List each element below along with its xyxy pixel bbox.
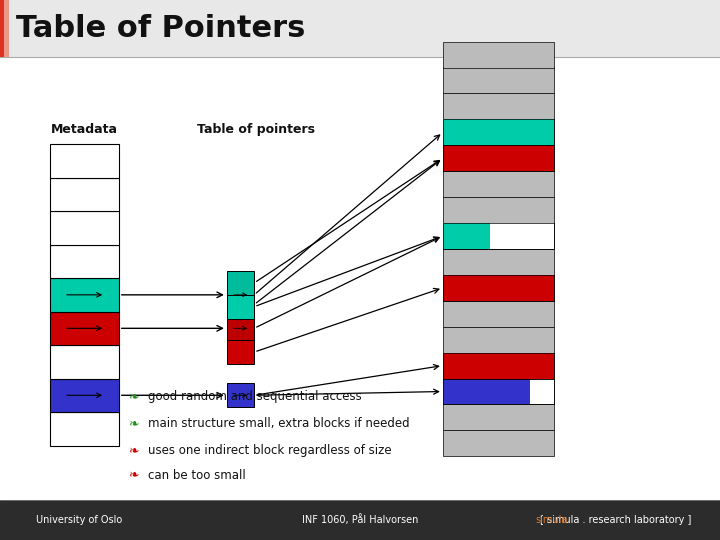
Bar xyxy=(227,316,254,340)
Bar xyxy=(443,42,554,68)
Bar xyxy=(443,430,554,456)
Text: good random and sequential access: good random and sequential access xyxy=(148,390,361,403)
Bar xyxy=(443,275,554,301)
Text: main structure small, extra blocks if needed: main structure small, extra blocks if ne… xyxy=(148,417,409,430)
Bar xyxy=(227,271,254,295)
Bar xyxy=(50,245,119,278)
Bar xyxy=(490,223,554,249)
Bar xyxy=(443,379,530,404)
Bar xyxy=(443,223,554,249)
Bar xyxy=(0,0,4,57)
Bar xyxy=(50,345,119,379)
Bar xyxy=(443,145,554,171)
Bar xyxy=(443,223,490,249)
Text: uses one indirect block regardless of size: uses one indirect block regardless of si… xyxy=(148,444,391,457)
Text: can be too small: can be too small xyxy=(148,469,246,482)
Bar xyxy=(443,327,554,353)
Bar xyxy=(50,379,119,412)
Bar xyxy=(443,301,554,327)
Text: INF 1060, Pål Halvorsen: INF 1060, Pål Halvorsen xyxy=(302,514,418,525)
Bar xyxy=(50,178,119,211)
Text: Metadata: Metadata xyxy=(51,123,118,136)
Bar xyxy=(50,211,119,245)
Bar xyxy=(443,119,554,145)
Bar xyxy=(443,275,554,301)
Bar xyxy=(443,119,554,145)
Bar xyxy=(50,278,119,312)
Bar xyxy=(0,500,720,540)
Bar xyxy=(4,0,9,57)
Bar xyxy=(50,144,119,178)
Bar xyxy=(443,249,554,275)
Bar xyxy=(443,353,554,379)
Text: University of Oslo: University of Oslo xyxy=(36,515,122,525)
Bar xyxy=(443,171,554,197)
Text: ❧: ❧ xyxy=(128,469,138,482)
Bar xyxy=(443,68,554,93)
Bar xyxy=(443,145,554,171)
Text: ❧: ❧ xyxy=(128,390,138,403)
Bar xyxy=(443,223,554,249)
Text: File blocks: File blocks xyxy=(462,123,536,136)
Bar xyxy=(50,412,119,445)
Text: Table of Pointers: Table of Pointers xyxy=(16,14,305,43)
Bar xyxy=(443,145,554,171)
Bar xyxy=(530,379,554,404)
Text: ❧: ❧ xyxy=(128,417,138,430)
Bar xyxy=(227,293,254,316)
Text: simula: simula xyxy=(536,515,568,525)
Text: Table of pointers: Table of pointers xyxy=(197,123,315,136)
Bar xyxy=(443,379,554,404)
Bar xyxy=(227,295,254,319)
Bar xyxy=(443,275,554,301)
Bar xyxy=(443,379,554,404)
Bar xyxy=(443,197,554,223)
Bar xyxy=(443,404,554,430)
Bar xyxy=(227,340,254,364)
Bar xyxy=(227,383,254,407)
Bar xyxy=(443,353,554,379)
Bar xyxy=(443,93,554,119)
Bar xyxy=(443,353,554,379)
Text: [ simula . research laboratory ]: [ simula . research laboratory ] xyxy=(540,515,691,525)
Bar xyxy=(443,119,554,145)
Text: ❧: ❧ xyxy=(128,444,138,457)
Bar xyxy=(50,312,119,345)
Bar xyxy=(0,0,720,57)
